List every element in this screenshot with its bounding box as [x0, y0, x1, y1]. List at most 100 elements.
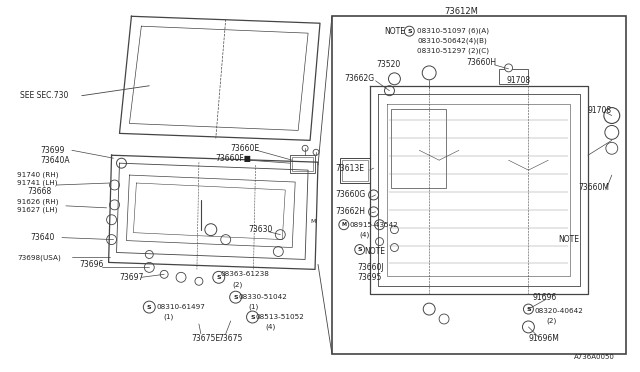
Circle shape	[275, 230, 285, 240]
Text: 73662G: 73662G	[345, 74, 375, 83]
Text: 91696: 91696	[532, 293, 557, 302]
Text: 91627 (LH): 91627 (LH)	[17, 206, 58, 213]
Text: S: S	[216, 275, 221, 280]
Circle shape	[143, 301, 156, 313]
Text: 91741 (LH): 91741 (LH)	[17, 180, 58, 186]
Circle shape	[145, 250, 153, 259]
Text: (2): (2)	[233, 281, 243, 288]
Text: 73640A: 73640A	[40, 156, 70, 165]
Text: 73699: 73699	[40, 146, 65, 155]
Text: 73660M: 73660M	[578, 183, 609, 192]
Bar	[392, 109, 446, 188]
Circle shape	[273, 247, 284, 256]
Text: (4): (4)	[360, 231, 370, 238]
Text: 91708: 91708	[588, 106, 612, 115]
Circle shape	[313, 149, 319, 155]
Circle shape	[390, 244, 399, 251]
Bar	[332, 16, 626, 354]
Text: M: M	[341, 222, 346, 227]
Text: M: M	[310, 219, 316, 224]
Circle shape	[246, 311, 259, 323]
Circle shape	[422, 66, 436, 80]
Circle shape	[522, 321, 534, 333]
Text: 08310-51097 (6)(A): 08310-51097 (6)(A)	[417, 28, 489, 35]
Text: 73675: 73675	[219, 334, 243, 343]
Text: 91626 (RH): 91626 (RH)	[17, 199, 59, 205]
Text: S: S	[407, 29, 412, 33]
Bar	[342, 160, 367, 181]
Circle shape	[439, 314, 449, 324]
Bar	[290, 155, 315, 173]
Circle shape	[404, 26, 414, 36]
Text: 73630: 73630	[248, 225, 273, 234]
Text: 73660E: 73660E	[230, 144, 260, 153]
Circle shape	[355, 244, 365, 254]
Circle shape	[604, 108, 620, 124]
Circle shape	[374, 220, 385, 230]
Circle shape	[385, 86, 394, 96]
Circle shape	[107, 215, 116, 225]
Bar	[340, 158, 370, 183]
Circle shape	[423, 303, 435, 315]
Circle shape	[109, 180, 120, 190]
Text: 73640: 73640	[30, 233, 54, 242]
Text: 08330-51042: 08330-51042	[239, 294, 287, 300]
Text: 08513-51052: 08513-51052	[255, 314, 305, 320]
Text: 73662H: 73662H	[335, 207, 365, 216]
Circle shape	[160, 270, 168, 278]
Circle shape	[605, 125, 619, 140]
Circle shape	[339, 220, 349, 230]
Text: 91740 (RH): 91740 (RH)	[17, 172, 59, 178]
Text: 08310-51297 (2)(C): 08310-51297 (2)(C)	[417, 48, 489, 54]
Circle shape	[302, 145, 308, 151]
Circle shape	[109, 200, 120, 210]
Circle shape	[376, 238, 383, 246]
Circle shape	[504, 64, 513, 72]
Circle shape	[205, 224, 217, 235]
Bar	[292, 157, 313, 171]
Circle shape	[606, 142, 618, 154]
Text: 91708: 91708	[507, 76, 531, 85]
Bar	[499, 69, 529, 84]
Circle shape	[145, 262, 154, 272]
Text: 91696M: 91696M	[529, 334, 559, 343]
Text: 73697: 73697	[120, 273, 144, 282]
Text: 73668: 73668	[28, 187, 51, 196]
Circle shape	[230, 291, 241, 303]
Text: NOTE: NOTE	[558, 235, 579, 244]
Text: 73520: 73520	[376, 60, 401, 70]
Circle shape	[390, 226, 399, 234]
Text: 73696: 73696	[80, 260, 104, 269]
Text: 08363-61238: 08363-61238	[221, 271, 269, 278]
Text: 08310-50642(4)(B): 08310-50642(4)(B)	[417, 38, 487, 44]
Text: 73695: 73695	[358, 273, 382, 282]
Text: 73698(USA): 73698(USA)	[17, 254, 61, 261]
Text: 73660G: 73660G	[335, 190, 365, 199]
Text: (1): (1)	[248, 304, 259, 310]
Text: NOTE: NOTE	[365, 247, 386, 256]
Text: 73675E: 73675E	[191, 334, 220, 343]
Text: 73612M: 73612M	[444, 7, 478, 16]
Circle shape	[176, 272, 186, 282]
Text: S: S	[357, 247, 362, 252]
Circle shape	[213, 271, 225, 283]
Text: A736A0050: A736A0050	[574, 354, 615, 360]
Text: SEE SEC.730: SEE SEC.730	[20, 91, 68, 100]
Circle shape	[369, 207, 378, 217]
Circle shape	[369, 190, 378, 200]
Text: S: S	[147, 305, 152, 310]
Circle shape	[195, 277, 203, 285]
Text: NOTE: NOTE	[385, 27, 406, 36]
Text: (2): (2)	[547, 318, 557, 324]
Text: (4): (4)	[266, 324, 276, 330]
Text: S: S	[234, 295, 238, 300]
Circle shape	[221, 235, 230, 244]
Text: 73660F■: 73660F■	[216, 154, 252, 163]
Text: S: S	[250, 314, 255, 320]
Circle shape	[116, 158, 127, 168]
Text: S: S	[526, 307, 531, 312]
Text: 73660H: 73660H	[466, 58, 496, 67]
Text: 08915-43542: 08915-43542	[350, 222, 399, 228]
Text: 08310-61497: 08310-61497	[156, 304, 205, 310]
Text: 08320-40642: 08320-40642	[534, 308, 583, 314]
